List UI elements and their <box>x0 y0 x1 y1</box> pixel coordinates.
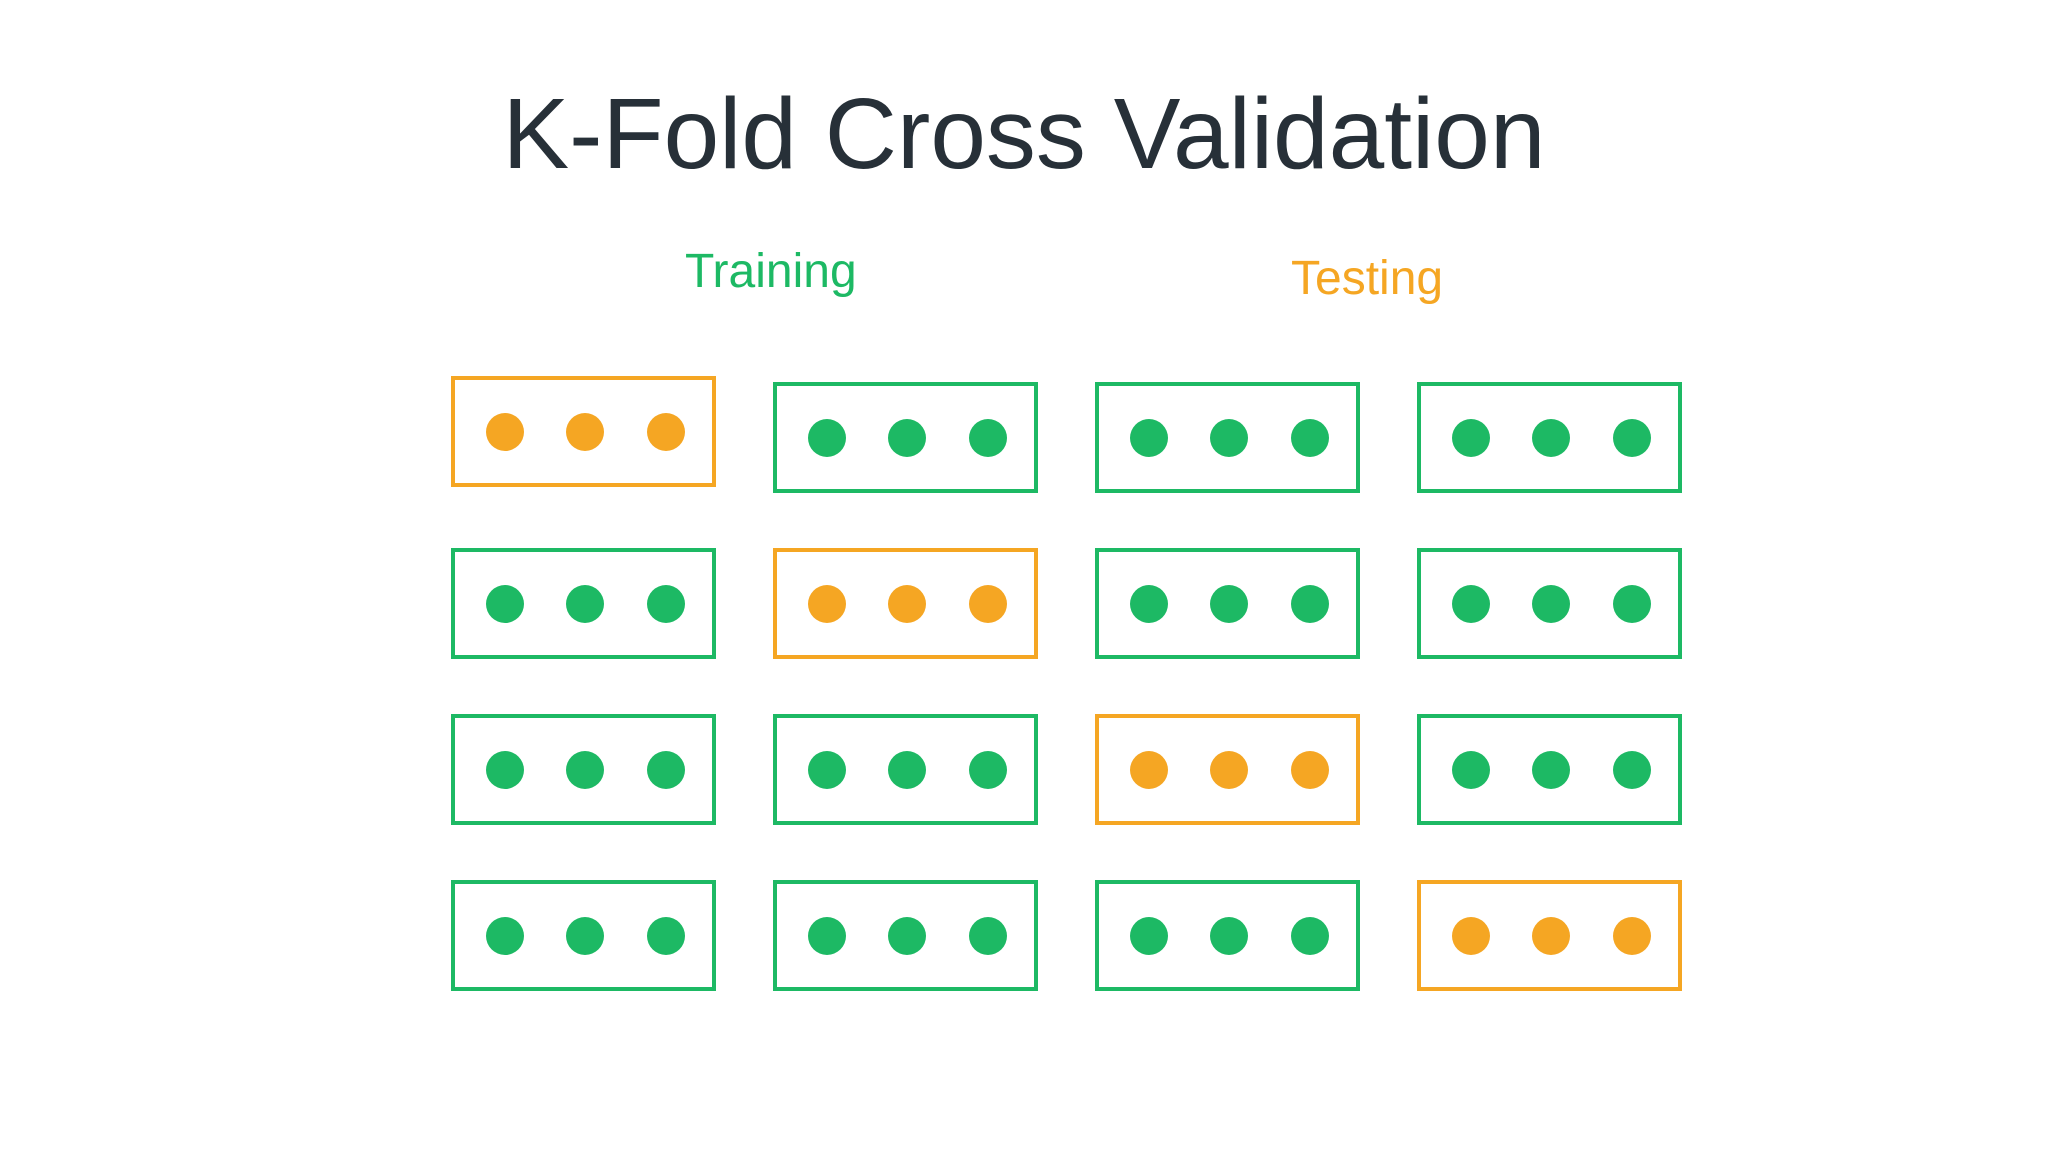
training-fold-box <box>451 714 716 825</box>
testing-sample-dot <box>808 584 846 623</box>
training-sample-dot <box>1532 418 1570 457</box>
training-sample-dot <box>1613 750 1651 789</box>
training-sample-dot <box>1452 584 1490 623</box>
testing-fold-box <box>1095 714 1360 825</box>
testing-sample-dot <box>1291 750 1329 789</box>
training-sample-dot <box>808 916 846 955</box>
testing-sample-dot <box>1210 750 1248 789</box>
testing-sample-dot <box>647 412 685 451</box>
training-fold-box <box>1417 714 1682 825</box>
testing-fold-box <box>451 376 716 487</box>
testing-fold-box <box>1417 880 1682 991</box>
training-sample-dot <box>808 418 846 457</box>
training-sample-dot <box>969 750 1007 789</box>
training-fold-box <box>451 548 716 659</box>
testing-fold-box <box>773 548 1038 659</box>
training-sample-dot <box>486 750 524 789</box>
training-sample-dot <box>1210 418 1248 457</box>
testing-sample-dot <box>486 412 524 451</box>
training-sample-dot <box>1130 584 1168 623</box>
testing-legend-label: Testing <box>1291 252 1444 305</box>
training-sample-dot <box>1291 916 1329 955</box>
fold-grid <box>451 376 1686 1002</box>
slide-title: K-Fold Cross Validation <box>502 78 1546 190</box>
training-sample-dot <box>1613 418 1651 457</box>
training-sample-dot <box>566 584 604 623</box>
training-sample-dot <box>969 418 1007 457</box>
testing-sample-dot <box>566 412 604 451</box>
testing-sample-dot <box>1613 916 1651 955</box>
testing-sample-dot <box>888 584 926 623</box>
training-sample-dot <box>888 418 926 457</box>
training-sample-dot <box>1452 750 1490 789</box>
training-fold-box <box>773 714 1038 825</box>
training-sample-dot <box>888 916 926 955</box>
training-sample-dot <box>1291 418 1329 457</box>
training-sample-dot <box>486 584 524 623</box>
training-fold-box <box>1095 382 1360 493</box>
training-sample-dot <box>1130 418 1168 457</box>
training-fold-box <box>773 880 1038 991</box>
testing-sample-dot <box>1532 916 1570 955</box>
training-sample-dot <box>1291 584 1329 623</box>
training-fold-box <box>1095 548 1360 659</box>
training-sample-dot <box>1532 584 1570 623</box>
testing-sample-dot <box>1130 750 1168 789</box>
training-fold-box <box>451 880 716 991</box>
training-sample-dot <box>969 916 1007 955</box>
training-sample-dot <box>1532 750 1570 789</box>
training-sample-dot <box>647 916 685 955</box>
training-sample-dot <box>888 750 926 789</box>
training-sample-dot <box>1210 584 1248 623</box>
training-sample-dot <box>566 750 604 789</box>
training-fold-box <box>773 382 1038 493</box>
training-sample-dot <box>566 916 604 955</box>
training-sample-dot <box>1452 418 1490 457</box>
training-sample-dot <box>486 916 524 955</box>
training-sample-dot <box>647 584 685 623</box>
testing-sample-dot <box>969 584 1007 623</box>
training-sample-dot <box>1210 916 1248 955</box>
training-sample-dot <box>808 750 846 789</box>
training-legend-label: Training <box>685 245 857 298</box>
training-fold-box <box>1417 382 1682 493</box>
training-sample-dot <box>1130 916 1168 955</box>
training-sample-dot <box>647 750 685 789</box>
testing-sample-dot <box>1452 916 1490 955</box>
training-fold-box <box>1095 880 1360 991</box>
training-sample-dot <box>1613 584 1651 623</box>
training-fold-box <box>1417 548 1682 659</box>
